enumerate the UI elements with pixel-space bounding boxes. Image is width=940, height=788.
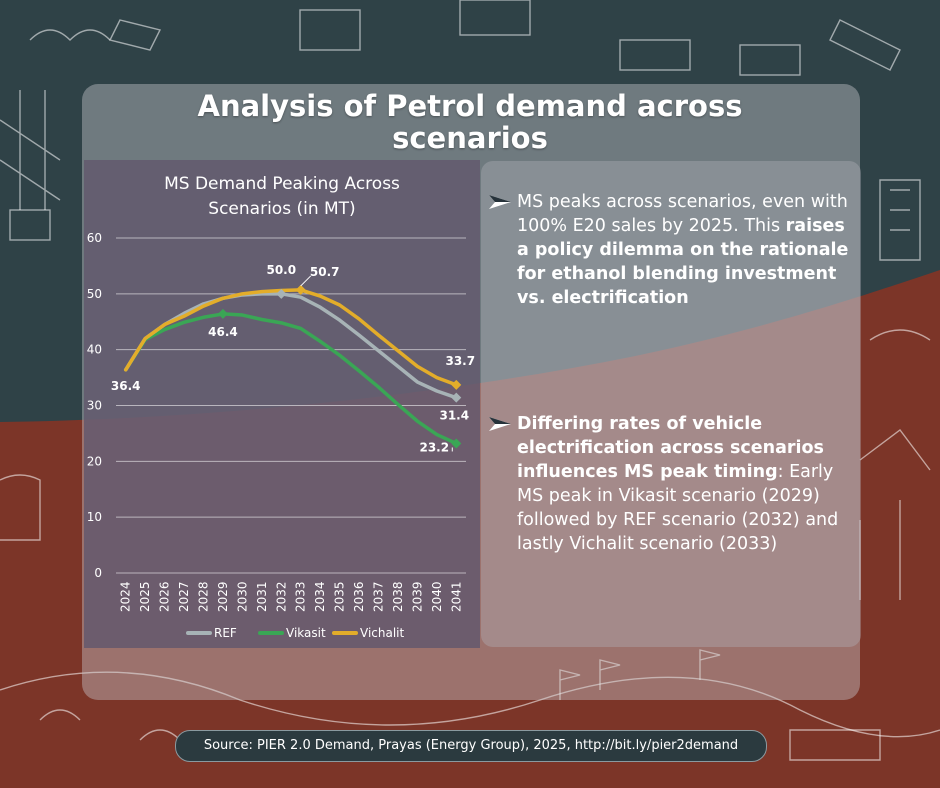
bullet-text-part: : Early MS peak in Vikasit scenario (202… [517,462,839,554]
data-point-marker [276,288,287,299]
bullet-electrification-rates: Differing rates of vehicle electrificati… [489,412,857,556]
series-line-vikasit [123,312,459,446]
y-tick-label: 0 [94,566,102,580]
source-footer[interactable]: Source: PIER 2.0 Demand, Prayas (Energy … [175,730,767,762]
bullet-text: MS peaks across scenarios, even with 100… [517,192,848,308]
y-tick-label: 20 [87,454,102,468]
x-tick-label: 2034 [313,581,327,612]
arrow-bullet-icon [489,195,511,209]
y-tick-label: 60 [87,231,102,245]
x-tick-label: 2035 [333,581,347,612]
y-tick-label: 50 [87,287,102,301]
label-leader-line [300,275,312,287]
x-tick-label: 2040 [430,581,444,612]
data-point-marker [295,284,306,295]
series-line-vichalit [123,288,459,387]
x-tick-label: 2033 [294,581,308,612]
data-label: 36.4 [111,379,141,393]
data-label: 33.7 [445,354,475,368]
x-tick-label: 2037 [372,581,386,612]
x-tick-label: 2041 [449,581,463,612]
text-panel [481,161,861,647]
x-tick-label: 2030 [235,581,249,612]
data-point-marker [217,308,228,319]
x-tick-label: 2039 [410,581,424,612]
arrow-bullet-icon [489,417,511,431]
page-title: Analysis of Petrol demand across scenari… [197,89,743,155]
data-point-marker [451,392,462,403]
x-tick-label: 2028 [197,581,211,612]
data-label: 23.2 [419,440,449,454]
bullet-text: Differing rates of vehicle electrificati… [517,414,838,554]
x-tick-label: 2038 [391,581,405,612]
y-tick-label: 30 [87,399,102,413]
y-tick-label: 10 [87,510,102,524]
x-tick-label: 2024 [119,581,133,612]
legend-label: Vikasit [286,626,326,640]
line-chart: MS Demand Peaking Across Scenarios (in MT… [87,174,475,640]
x-tick-label: 2036 [352,581,366,612]
data-label: 31.4 [439,409,469,423]
x-tick-label: 2032 [274,581,288,612]
bullet-ms-peaks: MS peaks across scenarios, even with 100… [489,190,857,310]
data-point-marker [451,379,462,390]
x-tick-label: 2027 [177,581,191,612]
legend-label: REF [214,626,237,640]
x-tick-label: 2031 [255,581,269,612]
bullet-text-part: raises a policy dilemma on the rationale… [517,216,849,308]
y-tick-label: 40 [87,343,102,357]
legend-label: Vichalit [360,626,405,640]
x-tick-label: 2025 [138,581,152,612]
chart-background [84,160,480,648]
x-tick-label: 2026 [158,581,172,612]
data-label: 46.4 [208,325,238,339]
chart-title: MS Demand Peaking Across Scenarios (in MT… [164,174,400,219]
series-line-ref [123,292,459,400]
x-tick-label: 2029 [216,581,230,612]
bullet-text-part: MS peaks across scenarios, even with 100… [517,192,848,236]
bullet-text-part: Differing rates of vehicle electrificati… [517,414,824,482]
data-point-marker [451,438,462,449]
data-label: 50.0 [266,263,296,277]
data-label: 50.7 [310,265,340,279]
